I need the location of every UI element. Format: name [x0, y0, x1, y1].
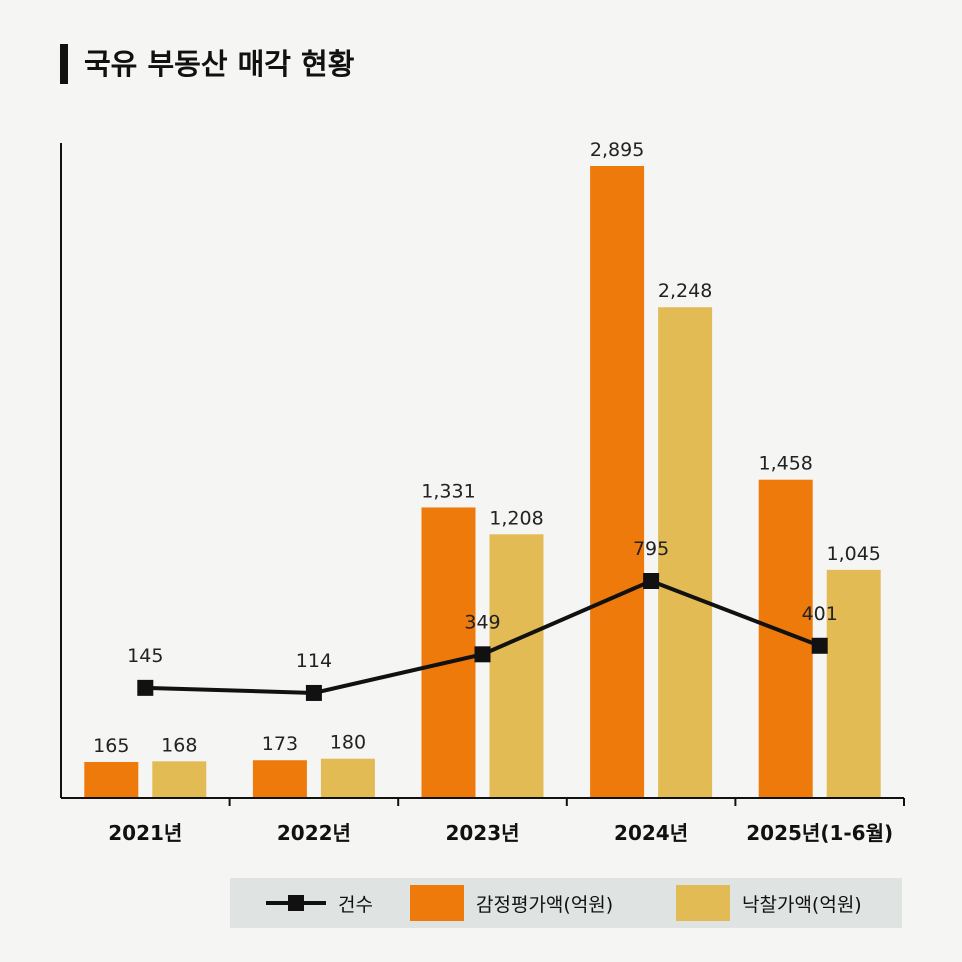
bar-appraisal-0 — [84, 761, 139, 798]
bar-label-appraisal-2: 1,331 — [421, 480, 475, 502]
count-label-0: 145 — [127, 645, 163, 667]
x-tick-label-4: 2025년(1-6월) — [746, 821, 893, 845]
bars-layer — [84, 166, 881, 798]
bar-label-winning-bid-4: 1,045 — [826, 543, 880, 565]
bar-appraisal-1 — [252, 760, 307, 798]
bar-label-winning-bid-1: 180 — [330, 732, 366, 754]
count-marker-2 — [474, 646, 491, 663]
bar-winning-bid-3 — [658, 307, 713, 798]
count-label-4: 401 — [802, 603, 838, 625]
bar-label-winning-bid-3: 2,248 — [658, 280, 712, 302]
count-label-3: 795 — [633, 538, 669, 560]
legend: 건수 감정평가액(억원) 낙찰가액(억원) — [230, 878, 902, 928]
bar-winning-bid-4 — [826, 569, 881, 798]
count-line — [145, 578, 821, 695]
x-tick-label-2: 2023년 — [445, 821, 519, 845]
count-marker-3 — [643, 573, 660, 589]
legend-label-count: 건수 — [338, 893, 373, 916]
chart-title: 국유 부동산 매각 현황 — [84, 47, 355, 81]
bar-label-appraisal-1: 173 — [262, 733, 298, 755]
bar-label-appraisal-3: 2,895 — [590, 139, 644, 161]
count-label-1: 114 — [296, 650, 332, 672]
legend-item-winning-bid: 낙찰가액(억원) — [676, 878, 862, 928]
bar-label-winning-bid-2: 1,208 — [489, 507, 543, 529]
legend-line-marker-icon — [266, 895, 326, 911]
count-line-layer — [137, 573, 828, 701]
legend-swatch-winning-bid — [676, 885, 730, 921]
bar-label-appraisal-4: 1,458 — [758, 453, 812, 475]
count-label-2: 349 — [464, 611, 500, 633]
axes-layer — [60, 143, 905, 806]
bar-winning-bid-0 — [152, 761, 207, 798]
count-marker-1 — [305, 684, 322, 701]
legend-label-appraisal: 감정평가액(억원) — [476, 893, 614, 916]
legend-label-winning-bid: 낙찰가액(억원) — [742, 893, 862, 916]
bar-winning-bid-2 — [489, 534, 544, 798]
x-tick-label-1: 2022년 — [277, 821, 351, 845]
count-marker-0 — [137, 679, 154, 696]
x-tick-label-0: 2021년 — [108, 821, 182, 845]
title-marker — [60, 44, 68, 84]
bar-appraisal-3 — [590, 166, 645, 798]
x-tick-label-3: 2024년 — [614, 821, 688, 845]
count-marker-4 — [811, 637, 828, 654]
legend-item-appraisal: 감정평가액(억원) — [410, 878, 613, 928]
labels-layer: 165 168 2021년 173 180 2022년 1,331 1,208 2023년 2,8… — [93, 139, 893, 845]
bar-appraisal-2 — [421, 507, 476, 798]
bar-label-winning-bid-0: 168 — [161, 734, 197, 756]
legend-item-count: 건수 — [266, 878, 373, 928]
chart-plot: 165 168 2021년 173 180 2022년 1,331 1,208 2023년 2,8… — [60, 139, 905, 845]
bar-winning-bid-1 — [320, 758, 375, 798]
bar-label-appraisal-0: 165 — [93, 735, 129, 757]
legend-swatch-appraisal — [410, 885, 464, 921]
